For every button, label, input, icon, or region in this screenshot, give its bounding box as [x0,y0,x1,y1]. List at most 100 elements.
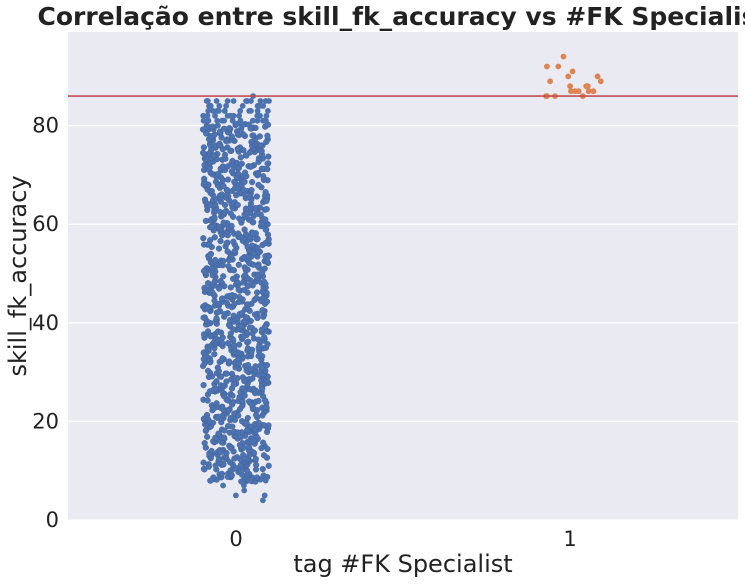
data-point [258,445,265,452]
data-point [248,242,256,249]
data-point [221,311,228,318]
data-point [215,301,222,308]
y-tick-label: 60 [32,212,59,236]
data-point [215,245,223,252]
data-point [200,144,208,151]
data-point [248,163,255,170]
data-point [239,374,247,381]
data-point [200,117,207,124]
data-point [214,364,221,371]
data-point [257,98,264,104]
data-point [200,459,207,466]
data-point [254,117,261,124]
data-point [221,108,228,114]
data-point [208,447,215,455]
data-point [226,358,233,365]
data-point [205,117,212,124]
data-point [222,201,229,209]
data-point [263,197,270,205]
data-point [264,445,271,453]
data-point [211,131,218,138]
data-point [229,117,236,124]
data-point [221,427,228,434]
data-point [261,492,268,499]
data-point [220,182,227,190]
data-point [594,73,601,80]
data-point [216,103,223,109]
data-point [544,63,550,70]
data-point [216,141,223,149]
data-point [213,378,220,385]
data-point [234,201,241,209]
data-point [241,482,247,489]
x-tick-label: 0 [229,527,242,551]
data-point [204,411,211,419]
plot-background [68,32,738,520]
data-point [213,400,220,407]
data-point [229,392,236,399]
y-tick-label: 0 [46,508,59,532]
data-point [265,462,272,469]
data-point [207,477,214,484]
data-point [262,216,269,223]
data-point [251,327,259,334]
data-point [215,108,222,114]
data-point [208,223,216,230]
data-point [228,370,236,377]
data-point [259,307,266,314]
y-tick-label: 80 [32,114,59,138]
data-point [261,278,268,285]
data-point [236,112,243,119]
data-point [234,131,242,138]
data-point [228,133,236,140]
data-point [211,351,218,358]
data-point [584,83,591,90]
data-point [244,301,252,308]
data-point [221,393,228,400]
data-point [230,238,237,245]
data-point [220,273,227,280]
data-point [240,333,247,340]
data-point [205,280,212,287]
data-point [230,275,237,282]
data-point [217,238,224,245]
data-point [250,437,257,444]
data-point [249,179,256,186]
data-point [223,299,230,306]
data-point [253,193,261,200]
data-point [250,449,257,456]
data-point [235,261,242,268]
data-point [257,142,264,149]
data-point [247,423,254,430]
gridlines [68,125,738,521]
data-point [260,497,266,504]
data-point [255,336,262,343]
data-point [241,226,248,233]
y-tick-labels: 0 20 40 60 80 [32,114,59,532]
y-axis-label: skill_fk_accuracy [4,175,32,376]
data-point [216,285,223,292]
data-point [220,257,227,265]
data-point [213,98,220,104]
data-point [246,477,253,484]
data-point [221,209,228,216]
data-point [200,235,207,242]
data-point [217,449,225,456]
data-point [220,482,227,489]
data-point [263,206,270,213]
data-point [237,108,244,114]
data-point [547,78,553,85]
data-point [227,444,234,451]
data-point [220,219,227,226]
data-point [218,470,226,478]
data-point [255,397,262,405]
data-point [259,466,266,473]
data-point [204,346,211,353]
data-point [230,381,237,388]
data-point [585,88,592,95]
data-point [264,132,271,139]
data-point [262,477,269,484]
data-point [251,311,259,318]
